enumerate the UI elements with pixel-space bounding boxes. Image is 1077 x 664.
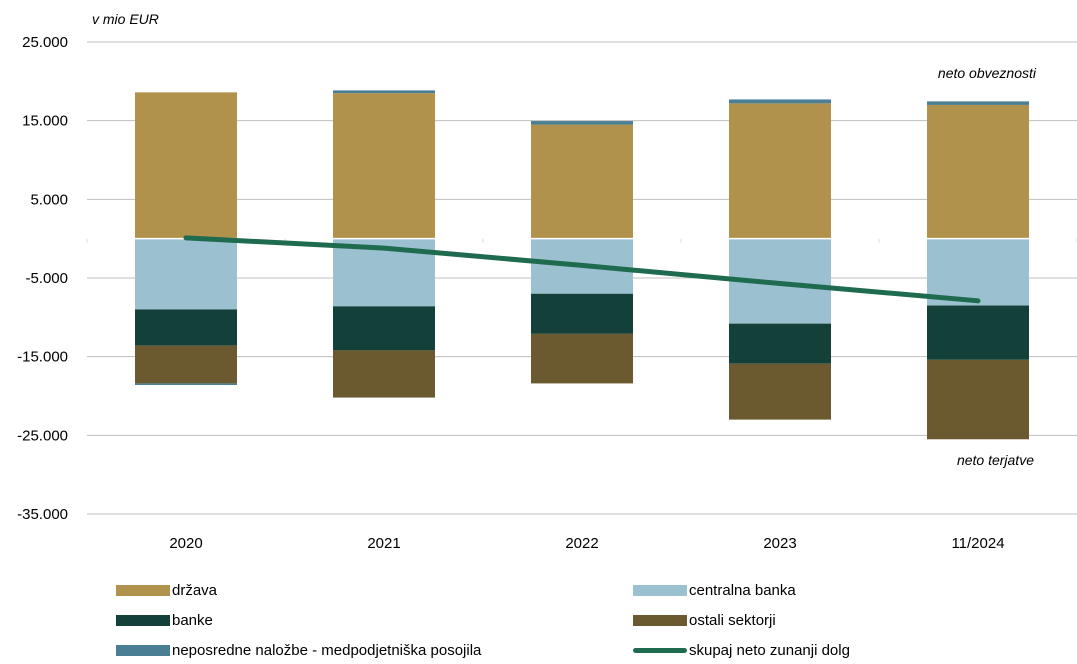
bar-segment <box>333 93 435 239</box>
x-axis: 2020 2021 2022 2023 11/2024 <box>86 237 1077 552</box>
bar-segment <box>729 363 831 420</box>
bar-segment <box>927 104 1029 239</box>
y-tick-label: -25.000 <box>17 427 68 444</box>
bar-segment <box>927 359 1029 440</box>
x-tick-label: 2022 <box>565 535 598 552</box>
y-tick-label: 15.000 <box>22 113 68 130</box>
bars <box>135 90 1029 440</box>
bar-segment <box>927 101 1029 105</box>
y-tick-label: -15.000 <box>17 349 68 366</box>
annotation-net-claims: neto terjatve <box>957 452 1034 468</box>
bar-segment <box>135 345 237 384</box>
x-tick-label: 2020 <box>169 535 202 552</box>
bar-segment <box>135 92 237 239</box>
y-tick-label: -5.000 <box>25 270 68 287</box>
bar-segment <box>531 124 633 239</box>
bar-segment <box>927 238 1029 306</box>
bar-segment <box>333 350 435 398</box>
bar-segment <box>729 99 831 104</box>
x-tick-label: 2023 <box>763 535 796 552</box>
bar-segment <box>531 121 633 125</box>
x-tick-label: 2021 <box>367 535 400 552</box>
bar-segment <box>135 383 237 385</box>
total-line <box>183 235 981 304</box>
bar-segment <box>135 238 237 310</box>
y-tick-label: -35.000 <box>17 506 68 523</box>
bar-segment <box>927 305 1029 360</box>
bar-segment <box>333 306 435 351</box>
bar-segment <box>135 309 237 346</box>
bar-segment <box>531 333 633 384</box>
y-tick-label: 25.000 <box>22 34 68 51</box>
series-line-skupaj <box>183 235 981 304</box>
y-axis-labels: 25.000 15.000 5.000 -5.000 -15.000 -25.000 -35… <box>17 34 68 523</box>
x-tick-label: 11/2024 <box>951 535 1004 552</box>
bar-segment <box>531 293 633 334</box>
annotation-net-liabilities: neto obveznosti <box>938 65 1037 81</box>
bar-segment <box>729 103 831 239</box>
y-tick-label: 5.000 <box>30 191 68 208</box>
bar-segment <box>333 90 435 94</box>
unit-label: v mio EUR <box>92 11 159 27</box>
bar-segment <box>729 323 831 364</box>
